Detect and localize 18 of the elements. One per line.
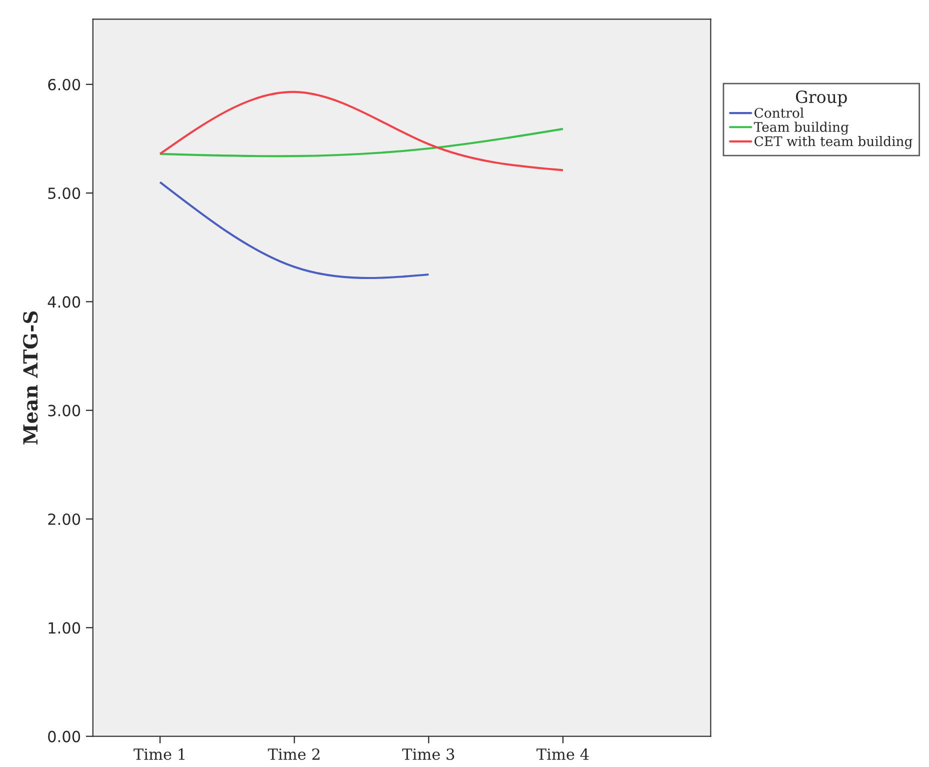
x-tick-label: Time 1 — [134, 748, 184, 760]
y-tick-label: 5.00 — [48, 187, 80, 200]
y-axis-title: Mean ATG-S — [23, 311, 38, 444]
y-tick-label: 2.00 — [48, 513, 80, 526]
x-tick-label: Time 3 — [402, 748, 454, 760]
legend-title: Group — [796, 90, 847, 106]
legend-label: Control — [754, 108, 804, 118]
x-tick-label: Time 2 — [268, 748, 320, 760]
legend-label: Team building — [754, 122, 849, 135]
y-tick-label: 0.00 — [48, 730, 80, 742]
y-tick-label: 6.00 — [48, 78, 80, 90]
line-series — [159, 128, 564, 158]
x-tick-label: Time 4 — [536, 748, 589, 760]
y-tick-label: 3.00 — [48, 404, 80, 416]
y-tick-label: 1.00 — [48, 622, 80, 634]
legend-label: CET with team building — [754, 136, 912, 149]
y-tick-label: 4.00 — [48, 296, 80, 308]
line-series — [159, 90, 564, 172]
